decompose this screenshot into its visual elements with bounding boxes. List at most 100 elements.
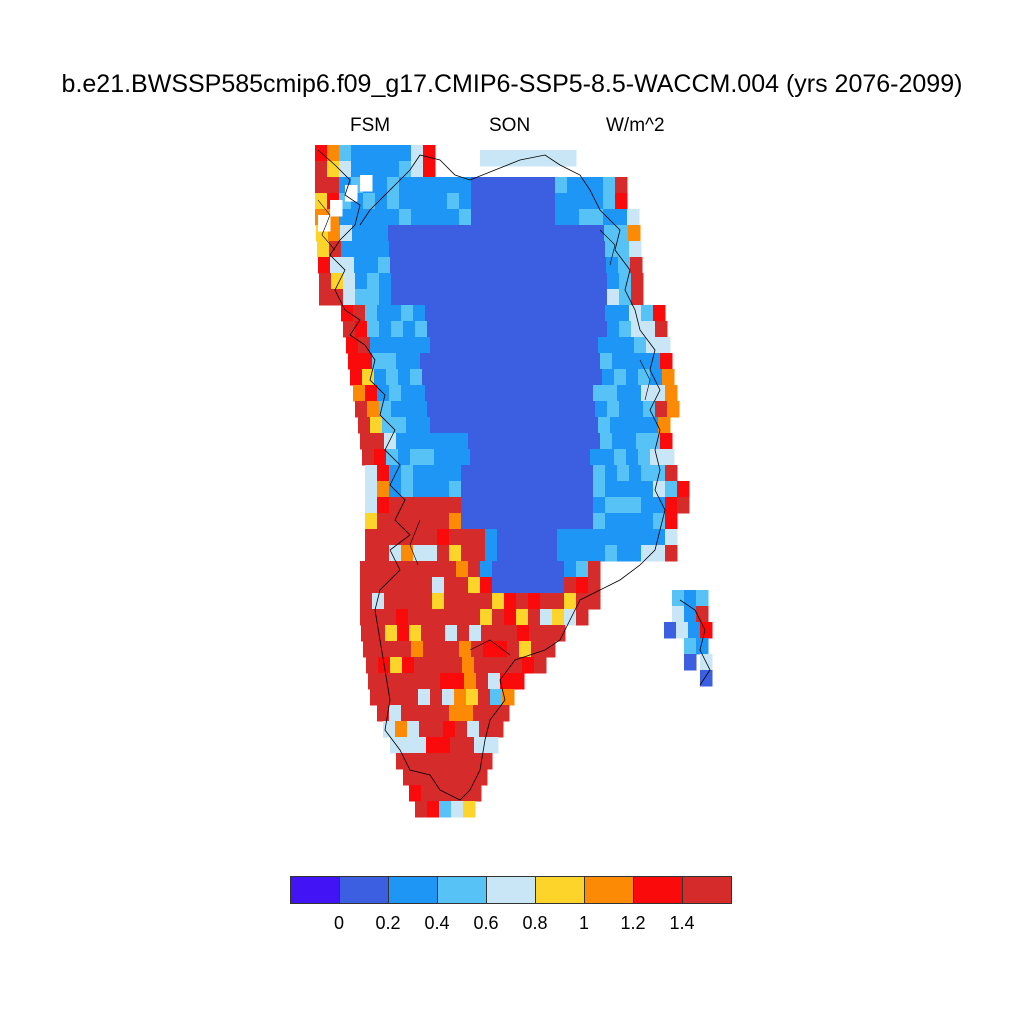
grid-cell xyxy=(444,577,457,594)
grid-cell xyxy=(653,529,666,546)
grid-cell xyxy=(438,737,451,754)
grid-cell xyxy=(419,721,432,738)
grid-cell xyxy=(425,385,438,402)
grid-cell xyxy=(521,529,534,546)
grid-cell xyxy=(401,465,414,482)
grid-cell xyxy=(361,625,374,642)
grid-cell xyxy=(437,305,450,322)
grid-cell xyxy=(653,305,666,322)
grid-cell xyxy=(426,737,439,754)
grid-cell xyxy=(360,175,373,192)
grid-cell xyxy=(437,529,450,546)
grid-cell xyxy=(526,337,539,354)
grid-cell xyxy=(339,161,352,178)
grid-cell xyxy=(399,209,412,226)
grid-cell xyxy=(446,369,459,386)
variable-label: FSM xyxy=(350,115,391,136)
grid-cell xyxy=(638,449,651,466)
grid-cell xyxy=(576,577,589,594)
grid-cell xyxy=(532,225,545,242)
grid-cell xyxy=(509,305,522,322)
grid-cell xyxy=(372,433,385,450)
grid-cell xyxy=(351,145,364,162)
grid-cell xyxy=(368,673,381,690)
grid-cell xyxy=(466,417,479,434)
grid-cell xyxy=(650,369,663,386)
grid-cell xyxy=(583,289,596,306)
grid-cell xyxy=(676,622,689,639)
grid-cell xyxy=(619,273,632,290)
grid-cell xyxy=(569,481,582,498)
grid-cell xyxy=(638,369,651,386)
colorbar-tick-label: 0 xyxy=(333,913,345,933)
grid-cell xyxy=(514,417,527,434)
grid-cell xyxy=(451,401,464,418)
grid-cell xyxy=(435,177,448,194)
grid-cell xyxy=(684,606,697,623)
grid-cell xyxy=(604,225,617,242)
grid-cell xyxy=(432,609,445,626)
grid-cell xyxy=(497,529,510,546)
grid-cell xyxy=(615,193,628,210)
grid-cell xyxy=(449,497,462,514)
grid-cell xyxy=(355,401,368,418)
grid-cell xyxy=(559,273,572,290)
grid-cell xyxy=(462,257,475,274)
grid-cell xyxy=(567,209,580,226)
grid-cell xyxy=(401,305,414,322)
grid-cell xyxy=(497,513,510,530)
grid-cell xyxy=(450,737,463,754)
grid-cell xyxy=(410,449,423,466)
grid-cell xyxy=(547,273,560,290)
grid-cell xyxy=(414,737,427,754)
grid-cell xyxy=(600,433,613,450)
grid-cell xyxy=(554,369,567,386)
season-label: SON xyxy=(489,115,531,136)
grid-cell xyxy=(415,769,428,786)
grid-cell xyxy=(598,417,611,434)
grid-cell xyxy=(576,561,589,578)
grid-cell xyxy=(569,241,582,258)
grid-cell xyxy=(384,353,397,370)
grid-cell xyxy=(403,273,416,290)
grid-cell xyxy=(528,609,541,626)
grid-cell xyxy=(370,337,383,354)
grid-cell xyxy=(653,385,666,402)
grid-cell xyxy=(487,273,500,290)
grid-cell xyxy=(427,801,440,818)
grid-cell xyxy=(315,193,328,210)
grid-cell xyxy=(414,657,427,674)
grid-cell xyxy=(463,401,476,418)
grid-cell xyxy=(564,433,577,450)
grid-cell xyxy=(516,353,529,370)
grid-cell xyxy=(365,481,378,498)
grid-cell xyxy=(629,385,642,402)
grid-cell xyxy=(460,225,473,242)
grid-cell xyxy=(552,609,565,626)
colorbar-swatch xyxy=(486,876,536,904)
grid-cell xyxy=(665,529,678,546)
grid-cell xyxy=(387,209,400,226)
colorbar-swatch xyxy=(290,876,340,904)
grid-cell xyxy=(366,257,379,274)
grid-cell xyxy=(607,289,620,306)
grid-cell xyxy=(629,513,642,530)
grid-cell xyxy=(591,209,604,226)
grid-cell xyxy=(365,513,378,530)
grid-cell xyxy=(533,385,546,402)
units-label: W/m^2 xyxy=(606,115,665,136)
grid-cell xyxy=(475,289,488,306)
grid-cell xyxy=(593,545,606,562)
grid-cell xyxy=(406,689,419,706)
grid-cell xyxy=(437,481,450,498)
grid-cell xyxy=(631,321,644,338)
grid-cell xyxy=(385,625,398,642)
grid-cell xyxy=(483,209,496,226)
grid-cell xyxy=(401,705,414,722)
grid-cell xyxy=(641,545,654,562)
grid-cell xyxy=(569,529,582,546)
grid-cell xyxy=(425,545,438,562)
grid-cell xyxy=(662,369,675,386)
grid-cell xyxy=(473,529,486,546)
grid-cell xyxy=(449,545,462,562)
